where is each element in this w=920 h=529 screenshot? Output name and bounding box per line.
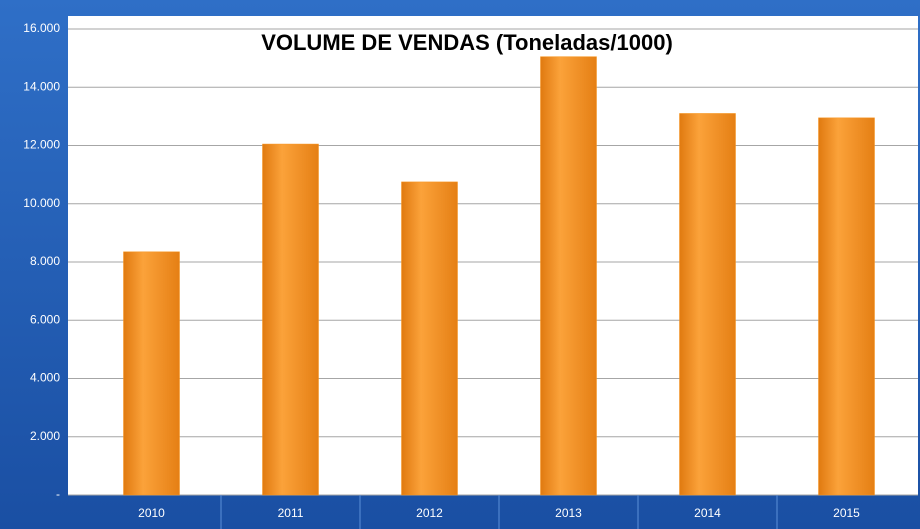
y-tick-label: 6.000 xyxy=(30,312,60,326)
y-tick-label: 2.000 xyxy=(30,429,60,443)
y-tick-label: 10.000 xyxy=(23,196,60,210)
plot-area xyxy=(68,16,918,495)
chart-title: VOLUME DE VENDAS (Toneladas/1000) xyxy=(261,30,673,55)
x-tick-label: 2012 xyxy=(416,506,443,520)
bar xyxy=(262,143,319,496)
bar xyxy=(818,117,875,496)
y-tick-label: 14.000 xyxy=(23,79,60,93)
bar xyxy=(540,56,597,496)
bar xyxy=(401,181,458,496)
y-tick-label: 12.000 xyxy=(23,138,60,152)
x-tick-label: 2011 xyxy=(278,506,304,520)
x-tick-label: 2015 xyxy=(833,506,860,520)
bar xyxy=(123,251,180,496)
x-tick-label: 2010 xyxy=(138,506,165,520)
y-tick-label: 16.000 xyxy=(23,21,60,35)
y-tick-label: 8.000 xyxy=(30,254,60,268)
y-tick-label: - xyxy=(56,487,60,501)
x-tick-label: 2013 xyxy=(555,506,582,520)
x-tick-label: 2014 xyxy=(694,506,721,520)
y-tick-label: 4.000 xyxy=(30,371,60,385)
bar xyxy=(679,113,736,496)
